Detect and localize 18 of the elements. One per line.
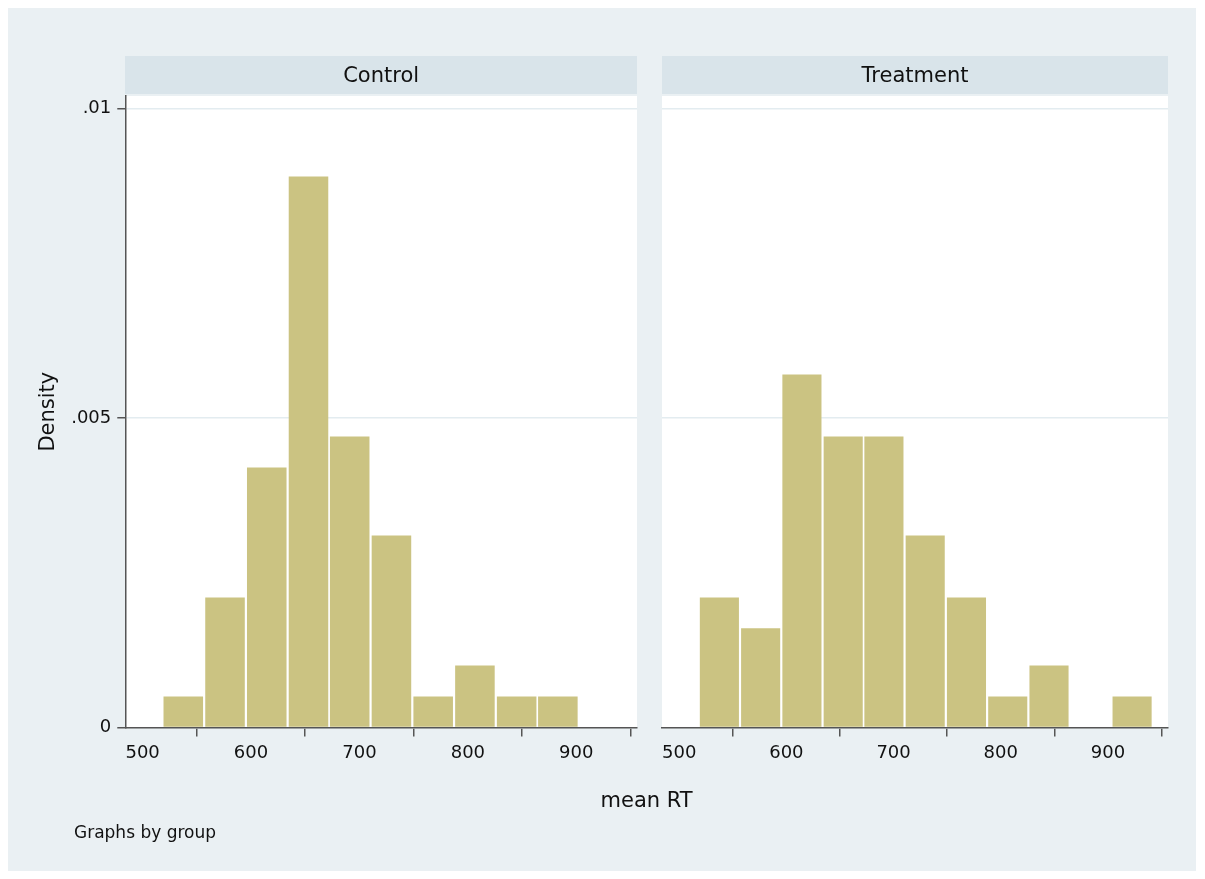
y-tick-label: .01 xyxy=(82,96,112,118)
x-tick-label: 600 xyxy=(233,740,269,762)
y-tick-label: 0 xyxy=(99,715,112,737)
x-tick-label: 900 xyxy=(559,740,594,762)
x-tick-label: 900 xyxy=(1090,740,1126,762)
x-tick-label: 500 xyxy=(125,740,160,762)
chart-title: Treatment xyxy=(662,56,1168,94)
x-tick-label: 700 xyxy=(876,740,911,762)
x-tick-label: 800 xyxy=(983,740,1018,762)
chart-title: Control xyxy=(125,56,637,94)
x-tick-label: 700 xyxy=(342,740,377,762)
x-tick-label: 800 xyxy=(450,740,486,762)
y-axis-title: Density xyxy=(35,371,60,452)
x-tick-label: 600 xyxy=(769,740,804,762)
x-axis-title: mean RT xyxy=(599,788,694,812)
text: Graphs by group xyxy=(74,822,217,842)
x-tick-label: 500 xyxy=(662,740,697,762)
y-tick-label: .005 xyxy=(71,405,112,427)
